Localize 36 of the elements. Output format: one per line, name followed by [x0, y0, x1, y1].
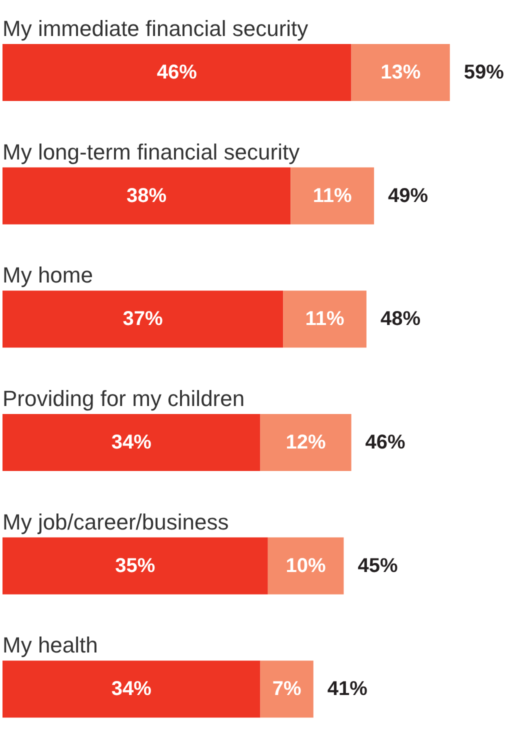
y-tick-label: My long-term financial security — [2, 139, 300, 164]
data-label: 34% — [111, 678, 152, 700]
data-label: 7% — [272, 678, 302, 700]
total-label: 45% — [358, 554, 398, 577]
y-tick-label: My health — [2, 632, 98, 658]
bar — [351, 44, 450, 101]
y-tick-label: My immediate financial security — [2, 16, 308, 41]
data-label: 35% — [115, 554, 156, 577]
y-tick-label: Providing for my children — [2, 386, 245, 411]
data-label: 38% — [126, 184, 167, 207]
bar — [290, 167, 374, 224]
bar — [268, 537, 344, 594]
bar — [260, 660, 314, 718]
bar — [2, 414, 260, 471]
bar — [2, 660, 260, 718]
data-label: 37% — [122, 308, 164, 330]
y-tick-label: My job/career/business — [2, 509, 229, 534]
data-label: 12% — [286, 432, 326, 454]
y-tick-label: My home — [2, 262, 93, 288]
data-label: 10% — [286, 554, 326, 577]
total-label: 49% — [388, 184, 428, 207]
bar — [260, 414, 352, 471]
data-label: 34% — [111, 432, 152, 454]
data-label: 13% — [380, 62, 421, 84]
bar — [2, 537, 268, 594]
bar — [2, 290, 284, 348]
bar — [2, 44, 352, 101]
data-label: 11% — [305, 308, 344, 330]
bar — [2, 167, 291, 224]
total-label: 59% — [464, 62, 504, 84]
total-label: 46% — [365, 432, 406, 454]
total-label: 48% — [380, 308, 421, 330]
bar — [283, 290, 366, 348]
data-label: 11% — [312, 184, 352, 207]
data-label: 46% — [156, 62, 198, 84]
total-label: 41% — [327, 678, 368, 700]
